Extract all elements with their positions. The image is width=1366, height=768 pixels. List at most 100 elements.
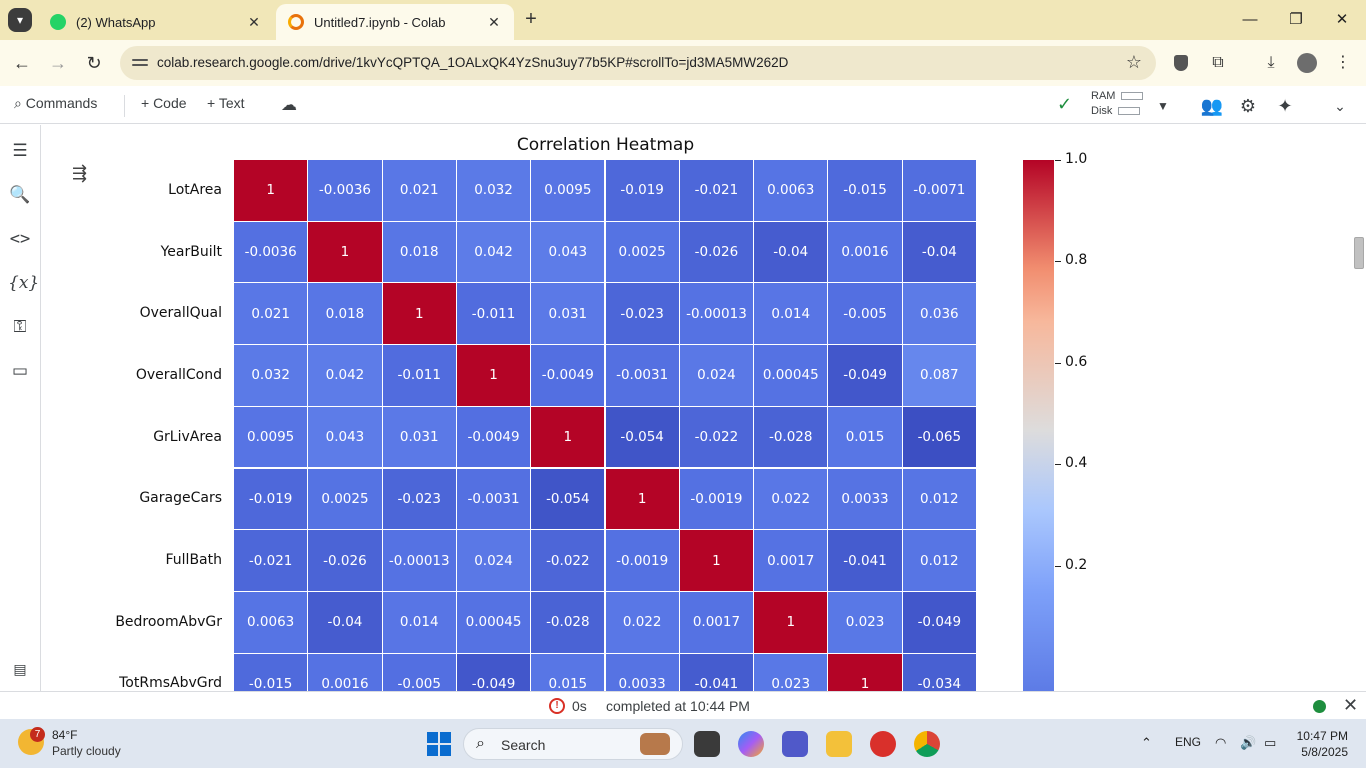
left-sidebar: ☰ 🔍 <> {x} ⚿ ▭ ▤ xyxy=(0,125,41,691)
add-text-button[interactable]: + Text xyxy=(207,95,245,111)
tab-colab[interactable]: Untitled7.ipynb - Colab ✕ xyxy=(276,4,514,40)
teams-icon[interactable] xyxy=(782,731,808,757)
heatmap-cell: 1 xyxy=(754,591,829,654)
omnibox[interactable]: colab.research.google.com/drive/1kvYcQPT… xyxy=(120,46,1156,80)
show-hidden-icons-icon[interactable]: ⌃ xyxy=(1141,735,1152,750)
collapse-header-icon[interactable]: ⌄ xyxy=(1334,98,1346,114)
browser-menu-icon[interactable]: ⋮ xyxy=(1335,54,1351,71)
volume-icon[interactable]: 🔊 xyxy=(1240,735,1257,750)
heatmap-cell: 1 xyxy=(308,221,383,284)
terminal-icon[interactable]: ▤ xyxy=(13,661,27,677)
notebook-output-area: ⇶ Correlation Heatmap LotArea YearBuilt Ov… xyxy=(42,125,1366,691)
notebook-scrollbar[interactable] xyxy=(1352,125,1366,691)
heatmap-cell: 0.032 xyxy=(456,160,532,222)
commands-button[interactable]: ⌕ Commands xyxy=(14,95,98,111)
taskbar-search[interactable]: ⌕ Search xyxy=(463,728,683,760)
output-collapse-icon[interactable]: ⇶ xyxy=(72,163,88,183)
add-code-button[interactable]: + Code xyxy=(141,95,187,111)
back-icon[interactable]: ← xyxy=(13,53,31,73)
close-window-icon[interactable]: ✕ xyxy=(1335,11,1349,28)
heatmap-cell: -0.028 xyxy=(531,591,606,654)
files-folder-icon[interactable]: ▭ xyxy=(11,361,29,380)
execution-status-icon[interactable]: ! xyxy=(549,698,565,714)
drive-cloud-icon[interactable]: ☁ xyxy=(281,97,297,114)
heatmap-cell: -0.021 xyxy=(679,160,755,222)
heatmap-cell: -0.00013 xyxy=(382,530,457,592)
code-snippets-icon[interactable]: <> xyxy=(9,229,31,249)
commands-label: Commands xyxy=(25,95,98,111)
heatmap-cell: -0.022 xyxy=(679,406,755,469)
heatmap-cell: -0.0031 xyxy=(456,468,532,531)
new-tab-icon[interactable]: + xyxy=(525,8,537,30)
wifi-icon[interactable]: ◠ xyxy=(1215,735,1227,750)
reload-icon[interactable]: ↻ xyxy=(86,53,102,73)
heatmap-cell: -0.021 xyxy=(234,530,309,592)
secrets-key-icon[interactable]: ⚿ xyxy=(13,317,27,336)
toolbar-divider xyxy=(124,95,125,117)
close-tab-icon[interactable]: ✕ xyxy=(248,13,260,30)
copilot-icon[interactable] xyxy=(738,731,764,757)
heatmap-row-label: GarageCars xyxy=(139,490,222,507)
tab-title: Untitled7.ipynb - Colab xyxy=(314,14,446,30)
heatmap-cell: 1 xyxy=(828,653,903,691)
heatmap-cell: -0.022 xyxy=(531,530,606,592)
heatmap-cell: -0.034 xyxy=(902,653,977,691)
site-info-icon[interactable] xyxy=(132,56,148,70)
share-people-icon[interactable]: 👥 xyxy=(1200,96,1224,116)
start-windows-icon[interactable] xyxy=(427,732,451,756)
heatmap-cell: 0.0025 xyxy=(308,468,383,531)
disk-meter xyxy=(1118,107,1141,116)
task-view-icon[interactable] xyxy=(694,731,720,757)
heatmap-cell: 0.0016 xyxy=(828,221,903,284)
weather-description[interactable]: Partly cloudy xyxy=(52,744,121,758)
heatmap-cell: 0.022 xyxy=(605,591,680,654)
resource-meter[interactable]: RAM Disk xyxy=(1091,89,1144,119)
file-explorer-icon[interactable] xyxy=(826,731,852,757)
heatmap-cell: -0.015 xyxy=(828,160,903,222)
gemini-sparkle-icon[interactable]: ✦ xyxy=(1277,96,1293,116)
heatmap-cell: -0.0019 xyxy=(605,530,680,592)
bookmark-star-icon[interactable]: ☆ xyxy=(1125,52,1142,72)
settings-gear-icon[interactable]: ⚙ xyxy=(1239,96,1257,116)
forward-icon[interactable]: → xyxy=(49,53,67,73)
connected-check-icon: ✓ xyxy=(1057,94,1073,114)
colorbar-tick-label: 0.2 xyxy=(1065,556,1088,573)
heatmap-cell: -0.005 xyxy=(382,653,457,691)
runtime-dropdown-icon[interactable]: ▼ xyxy=(1157,99,1169,113)
variables-icon[interactable]: {x} xyxy=(8,273,40,293)
weather-temperature[interactable]: 84°F xyxy=(52,728,78,742)
battery-icon[interactable]: ▭ xyxy=(1264,735,1277,750)
tab-search-dropdown-icon[interactable]: ▾ xyxy=(8,8,32,32)
extensions-puzzle-icon[interactable]: ⧉ xyxy=(1212,54,1224,71)
weather-badge: 7 xyxy=(30,727,45,742)
heatmap-cell: 1 xyxy=(531,406,606,469)
heatmap-cell: 0.042 xyxy=(456,221,532,284)
minimize-icon[interactable]: — xyxy=(1242,11,1258,28)
close-tab-icon[interactable]: ✕ xyxy=(488,13,500,30)
heatmap-cell: -0.011 xyxy=(456,283,532,346)
clock[interactable]: 10:47 PM 5/8/2025 xyxy=(1288,728,1348,760)
url-text[interactable]: colab.research.google.com/drive/1kvYcQPT… xyxy=(157,55,789,70)
table-of-contents-icon[interactable]: ☰ xyxy=(12,141,28,160)
close-status-icon[interactable]: ✕ xyxy=(1343,695,1359,715)
profile-avatar[interactable] xyxy=(1296,52,1318,74)
download-icon[interactable]: ⤓ xyxy=(1267,54,1275,71)
heatmap-cell: -0.0049 xyxy=(531,345,606,407)
heatmap-cell: 0.018 xyxy=(308,283,383,346)
heatmap-cell: -0.0036 xyxy=(308,160,383,222)
find-icon[interactable]: 🔍 xyxy=(9,185,31,204)
scrollbar-thumb[interactable] xyxy=(1354,237,1364,269)
colab-toolbar: ⌕ Commands + Code + Text ☁ ✓ RAM Disk ▼ … xyxy=(0,86,1366,124)
heatmap-cell: 0.014 xyxy=(382,591,457,654)
execution-completed-text: completed at 10:44 PM xyxy=(606,698,750,714)
colorbar xyxy=(1023,160,1054,691)
restore-icon[interactable]: ❐ xyxy=(1289,11,1303,28)
tab-whatsapp[interactable]: (2) WhatsApp ✕ xyxy=(38,4,274,40)
language-indicator[interactable]: ENG xyxy=(1175,735,1202,749)
clock-date: 5/8/2025 xyxy=(1301,745,1348,759)
heatmap-cell: 0.014 xyxy=(754,283,829,346)
heatmap-cell: 0.0063 xyxy=(234,591,309,654)
wps-office-icon[interactable] xyxy=(870,731,896,757)
extension-shield-icon[interactable] xyxy=(1170,52,1192,74)
chrome-icon[interactable] xyxy=(914,731,940,757)
